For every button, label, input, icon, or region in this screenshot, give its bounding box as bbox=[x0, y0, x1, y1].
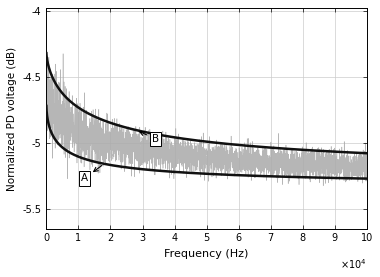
Text: $\times10^4$: $\times10^4$ bbox=[340, 257, 367, 271]
Text: A: A bbox=[81, 165, 102, 183]
Text: B: B bbox=[140, 132, 159, 144]
Y-axis label: Normalized PD voltage (dB): Normalized PD voltage (dB) bbox=[7, 46, 17, 191]
X-axis label: Frequency (Hz): Frequency (Hz) bbox=[165, 249, 249, 259]
